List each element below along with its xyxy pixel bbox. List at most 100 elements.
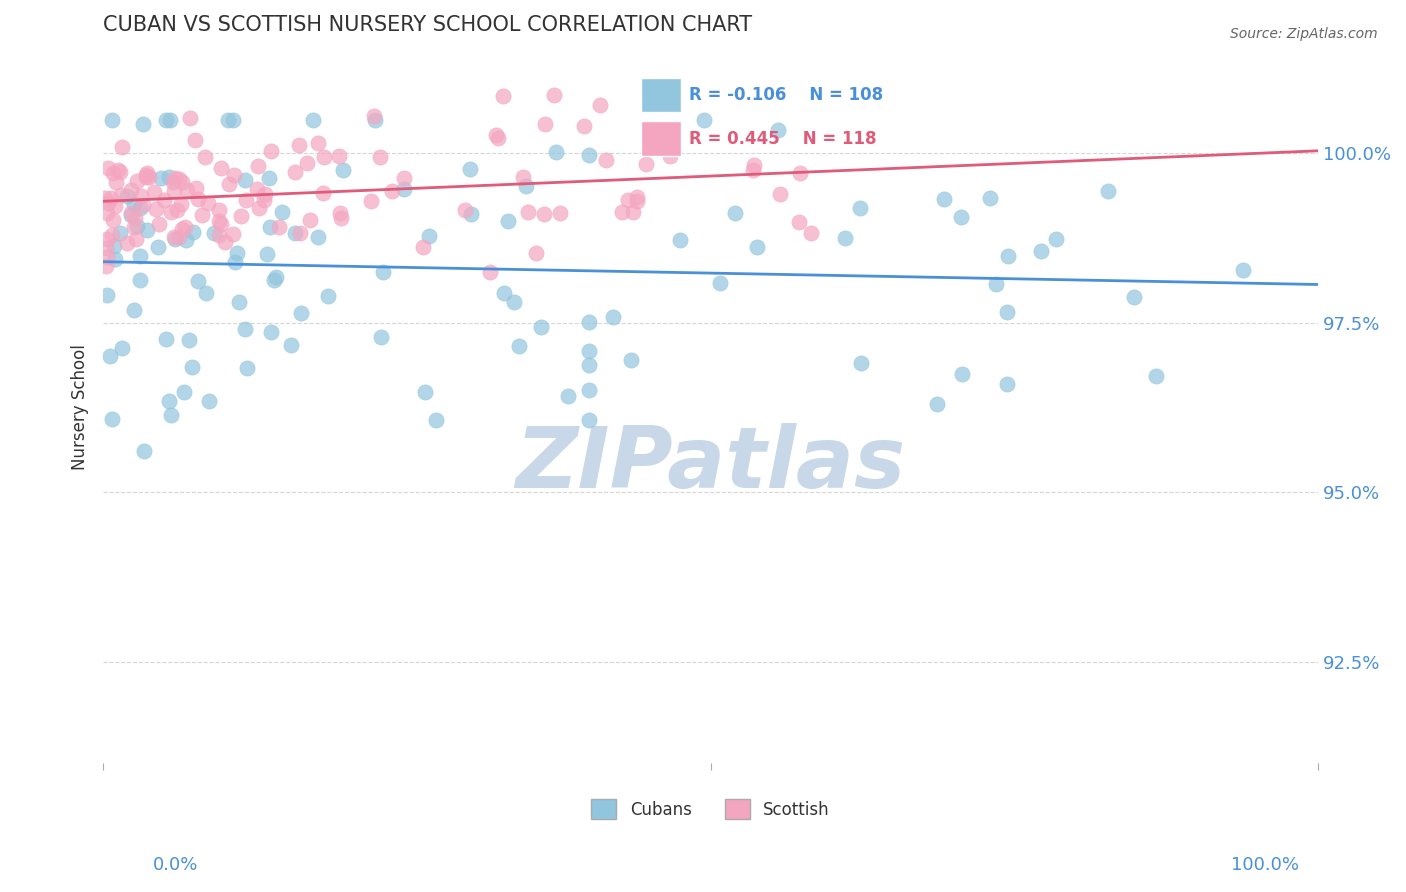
Point	[98, 349, 121, 363]
Point	[222, 112, 245, 127]
Point	[157, 169, 180, 184]
Point	[176, 183, 198, 197]
Point	[122, 197, 145, 211]
Point	[524, 246, 547, 260]
Point	[766, 123, 789, 137]
Point	[693, 112, 716, 127]
Point	[93, 191, 115, 205]
Point	[120, 208, 142, 222]
Point	[288, 226, 311, 240]
Point	[159, 112, 181, 127]
Point	[246, 182, 269, 196]
Point	[146, 240, 169, 254]
Point	[208, 202, 231, 217]
Point	[94, 260, 117, 274]
Point	[264, 270, 287, 285]
Point	[108, 226, 131, 240]
Point	[508, 338, 530, 352]
Point	[181, 225, 204, 239]
Point	[125, 174, 148, 188]
Point	[492, 89, 515, 103]
Point	[578, 383, 600, 397]
Point	[209, 161, 232, 175]
Point	[96, 205, 118, 219]
Point	[149, 170, 172, 185]
Point	[270, 205, 292, 219]
Point	[162, 175, 184, 189]
Point	[97, 196, 120, 211]
Point	[260, 145, 283, 159]
Point	[259, 325, 281, 339]
Point	[197, 195, 219, 210]
Point	[194, 150, 217, 164]
Point	[544, 145, 567, 160]
Point	[129, 188, 152, 202]
Point	[295, 156, 318, 170]
Point	[280, 337, 302, 351]
Point	[1144, 369, 1167, 384]
Point	[122, 302, 145, 317]
Point	[789, 215, 811, 229]
Point	[610, 204, 633, 219]
Text: 100.0%: 100.0%	[1232, 856, 1299, 874]
Point	[502, 294, 524, 309]
Point	[381, 184, 404, 198]
Point	[159, 205, 181, 219]
Point	[517, 205, 540, 219]
Point	[184, 181, 207, 195]
Point	[747, 240, 769, 254]
Point	[572, 119, 595, 133]
Point	[167, 172, 190, 186]
Point	[492, 286, 515, 301]
Point	[94, 241, 117, 255]
Point	[709, 276, 731, 290]
Point	[329, 211, 352, 226]
Point	[302, 112, 325, 127]
Text: Source: ZipAtlas.com: Source: ZipAtlas.com	[1230, 27, 1378, 41]
Point	[849, 356, 872, 370]
Point	[425, 413, 447, 427]
Point	[418, 228, 440, 243]
Point	[202, 226, 225, 240]
Point	[621, 205, 644, 219]
Point	[394, 182, 416, 196]
Point	[235, 193, 257, 207]
Point	[602, 310, 624, 325]
Point	[1097, 184, 1119, 198]
Point	[143, 185, 166, 199]
Point	[413, 384, 436, 399]
Point	[170, 175, 193, 189]
Point	[634, 156, 657, 170]
Point	[115, 235, 138, 250]
Point	[96, 288, 118, 302]
Point	[496, 213, 519, 227]
Point	[103, 238, 125, 252]
Point	[104, 252, 127, 266]
Point	[284, 227, 307, 241]
Point	[228, 295, 250, 310]
Text: CUBAN VS SCOTTISH NURSERY SCHOOL CORRELATION CHART: CUBAN VS SCOTTISH NURSERY SCHOOL CORRELA…	[103, 15, 752, 35]
Text: 0.0%: 0.0%	[153, 856, 198, 874]
Legend: Cubans, Scottish: Cubans, Scottish	[585, 792, 837, 826]
Point	[135, 168, 157, 182]
Point	[214, 235, 236, 249]
Point	[224, 168, 246, 182]
Point	[742, 158, 765, 172]
Point	[148, 217, 170, 231]
Point	[550, 206, 572, 220]
Point	[589, 98, 612, 112]
Point	[101, 165, 124, 179]
Point	[208, 214, 231, 228]
Point	[626, 194, 648, 209]
Point	[217, 112, 239, 127]
Point	[222, 227, 245, 241]
Point	[101, 227, 124, 242]
Point	[169, 197, 191, 211]
Point	[373, 265, 395, 279]
Point	[180, 359, 202, 374]
Point	[360, 194, 382, 209]
Point	[394, 170, 416, 185]
Point	[370, 330, 392, 344]
Point	[363, 109, 385, 123]
Point	[834, 231, 856, 245]
